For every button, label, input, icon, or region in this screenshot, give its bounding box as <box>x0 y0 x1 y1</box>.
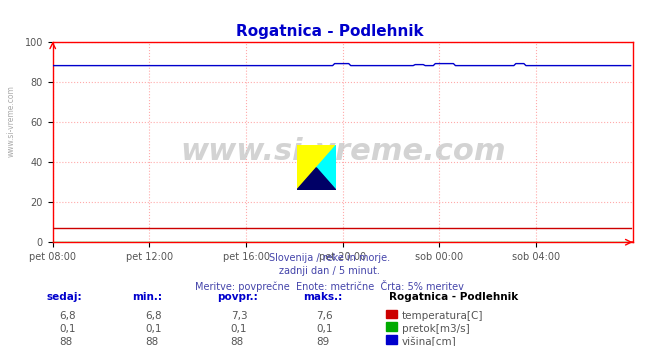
Text: 88: 88 <box>59 337 72 346</box>
Text: Meritve: povprečne  Enote: metrične  Črta: 5% meritev: Meritve: povprečne Enote: metrične Črta:… <box>195 280 464 292</box>
Text: višina[cm]: višina[cm] <box>402 337 457 346</box>
Text: 89: 89 <box>316 337 330 346</box>
Text: 7,6: 7,6 <box>316 311 333 321</box>
Text: www.si-vreme.com: www.si-vreme.com <box>180 137 505 166</box>
Text: zadnji dan / 5 minut.: zadnji dan / 5 minut. <box>279 266 380 276</box>
Text: povpr.:: povpr.: <box>217 292 258 302</box>
Text: 0,1: 0,1 <box>316 324 333 334</box>
Text: 7,3: 7,3 <box>231 311 247 321</box>
Text: min.:: min.: <box>132 292 162 302</box>
Text: maks.:: maks.: <box>303 292 343 302</box>
Text: pretok[m3/s]: pretok[m3/s] <box>402 324 470 334</box>
Text: 0,1: 0,1 <box>59 324 76 334</box>
Polygon shape <box>316 145 336 190</box>
Text: 88: 88 <box>145 337 158 346</box>
Text: Rogatnica - Podlehnik: Rogatnica - Podlehnik <box>236 24 423 39</box>
Text: 6,8: 6,8 <box>59 311 76 321</box>
Text: 0,1: 0,1 <box>145 324 161 334</box>
Polygon shape <box>297 168 336 190</box>
Polygon shape <box>297 145 336 190</box>
Text: Slovenija / reke in morje.: Slovenija / reke in morje. <box>269 253 390 263</box>
Text: sedaj:: sedaj: <box>46 292 82 302</box>
Text: 0,1: 0,1 <box>231 324 247 334</box>
Text: 6,8: 6,8 <box>145 311 161 321</box>
Text: 88: 88 <box>231 337 244 346</box>
Text: temperatura[C]: temperatura[C] <box>402 311 484 321</box>
Text: www.si-vreme.com: www.si-vreme.com <box>7 85 16 157</box>
Text: Rogatnica - Podlehnik: Rogatnica - Podlehnik <box>389 292 518 302</box>
